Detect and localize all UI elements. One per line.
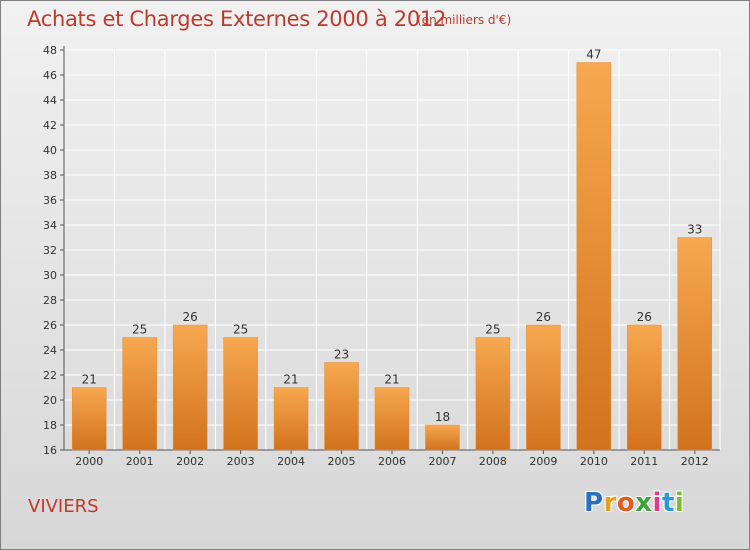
bar-2002 (172, 324, 208, 451)
y-tick-label: 26 (43, 319, 57, 332)
x-tick-label: 2001 (126, 455, 154, 468)
y-tick-label: 34 (43, 219, 57, 232)
bar-value-label: 33 (687, 223, 702, 237)
bar-2008 (475, 337, 511, 451)
y-tick-label: 18 (43, 419, 57, 432)
bar-value-label: 25 (485, 323, 500, 337)
x-tick-label: 2011 (630, 455, 658, 468)
x-tick-label: 2000 (75, 455, 103, 468)
y-tick-label: 20 (43, 394, 57, 407)
bar-value-label: 21 (384, 373, 399, 387)
y-tick-label: 44 (43, 94, 57, 107)
bar-2001 (122, 337, 157, 451)
bar-2010 (576, 62, 612, 451)
proxiti-logo: Proxiti (584, 488, 685, 518)
x-tick-label: 2006 (378, 455, 406, 468)
bar-2000 (71, 387, 107, 451)
x-tick-label: 2005 (328, 455, 356, 468)
x-tick-label: 2012 (681, 455, 709, 468)
y-tick-label: 48 (43, 44, 57, 57)
bar-2012 (677, 237, 713, 451)
bar-2011 (627, 324, 662, 451)
bar-2004 (273, 387, 309, 451)
y-tick-label: 28 (43, 294, 57, 307)
y-tick-label: 38 (43, 169, 57, 182)
bar-2003 (223, 337, 258, 451)
y-tick-label: 16 (43, 444, 57, 457)
y-tick-label: 32 (43, 244, 57, 257)
y-tick-label: 46 (43, 69, 57, 82)
x-tick-label: 2004 (277, 455, 305, 468)
bar-value-label: 21 (82, 373, 97, 387)
y-tick-label: 42 (43, 119, 57, 132)
bar-value-label: 26 (183, 310, 198, 324)
bar-value-label: 25 (132, 323, 147, 337)
bar-value-label: 47 (586, 48, 601, 62)
x-tick-label: 2002 (176, 455, 204, 468)
y-tick-label: 22 (43, 369, 57, 382)
bar-2006 (374, 387, 410, 451)
y-tick-label: 36 (43, 194, 57, 207)
labels: 16 18 20 22 24 26 28 30 32 34 36 38 40 42 44 46 48 21 2000… (43, 44, 709, 468)
bar-value-label: 23 (334, 348, 349, 362)
bars (71, 62, 713, 451)
bar-2009 (526, 324, 561, 451)
chart-subtitle: (en milliers d'€) (417, 13, 512, 27)
chart-title: Achats et Charges Externes 2000 à 2012 (27, 7, 447, 31)
x-tick-label: 2010 (580, 455, 608, 468)
x-tick-label: 2007 (428, 455, 456, 468)
y-tick-label: 24 (43, 344, 57, 357)
bar-value-label: 26 (637, 310, 652, 324)
y-tick-label: 40 (43, 144, 57, 157)
x-tick-label: 2003 (227, 455, 255, 468)
city-name: VIVIERS (28, 496, 99, 517)
y-tick-label: 30 (43, 269, 57, 282)
x-tick-label: 2009 (529, 455, 557, 468)
bar-2005 (324, 362, 359, 451)
bar-value-label: 26 (536, 310, 551, 324)
bar-value-label: 25 (233, 323, 248, 337)
x-tick-label: 2008 (479, 455, 507, 468)
bar-2007 (425, 424, 460, 451)
bar-value-label: 18 (435, 410, 450, 424)
bar-value-label: 21 (283, 373, 298, 387)
